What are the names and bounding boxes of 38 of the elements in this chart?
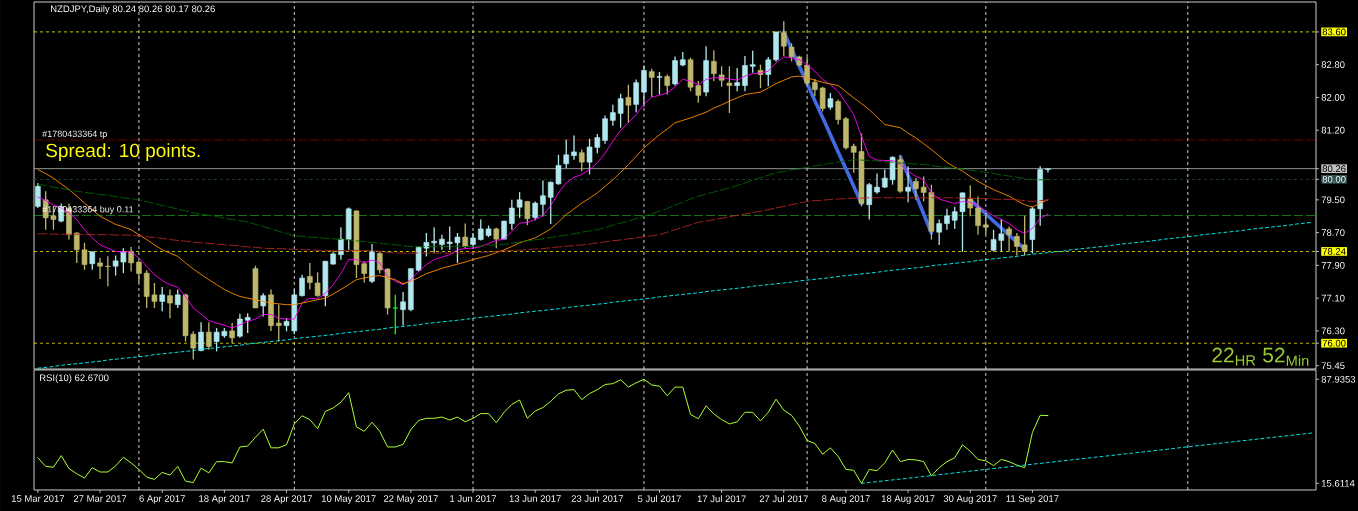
y-tick-label: 79.50 bbox=[1321, 196, 1345, 204]
x-tick-label: 10 May 2017 bbox=[321, 495, 376, 504]
y-tick-label: 77.90 bbox=[1321, 262, 1345, 269]
x-tick-label: 27 Mar 2017 bbox=[73, 495, 127, 502]
y-tick-label: 76.30 bbox=[1321, 327, 1345, 335]
annotation: Spread: 10 points. bbox=[46, 143, 200, 161]
y-tick-label: 76.00 bbox=[1322, 339, 1346, 347]
x-tick-label: 28 Apr 2017 bbox=[261, 495, 312, 504]
x-tick-label: 27 Jul 2017 bbox=[759, 495, 808, 503]
y-tick-label: 83.60 bbox=[1322, 28, 1346, 36]
chart-title: RSI(10) 62.6700 bbox=[40, 374, 109, 384]
x-tick-label: 23 Jun 2017 bbox=[571, 495, 623, 502]
x-tick-label: 8 Aug 2017 bbox=[822, 495, 870, 504]
y-tick-label: 81.20 bbox=[1321, 126, 1345, 134]
y-tick-label: 15.6114 bbox=[1321, 479, 1355, 487]
x-tick-label: 15 Mar 2017 bbox=[11, 495, 65, 502]
y-tick-label: 87.9353 bbox=[1321, 375, 1356, 383]
y-tick-label: 80.26 bbox=[1322, 165, 1346, 173]
y-tick-label: 82.80 bbox=[1321, 61, 1345, 69]
x-tick-label: 13 Jun 2017 bbox=[509, 495, 561, 502]
x-tick-label: 18 Apr 2017 bbox=[199, 495, 250, 504]
x-tick-label: 18 Aug 2017 bbox=[881, 495, 935, 504]
y-tick-label: 78.70 bbox=[1321, 229, 1345, 236]
x-tick-label: 1 Jun 2017 bbox=[450, 495, 497, 502]
x-tick-label: 5 Jul 2017 bbox=[637, 495, 681, 503]
ref-line-label: #1780433364 tp bbox=[42, 130, 107, 139]
y-tick-label: 75.45 bbox=[1321, 362, 1345, 370]
x-tick-label: 11 Sep 2017 bbox=[1006, 495, 1059, 504]
x-tick-label: 6 Apr 2017 bbox=[139, 495, 185, 504]
y-tick-label: 82.00 bbox=[1321, 94, 1345, 101]
y-tick-label: 80.00 bbox=[1322, 175, 1346, 183]
x-tick-label: 22 May 2017 bbox=[383, 495, 438, 504]
annotation: 22$_{HR}$ 52$_{Min}$ bbox=[1212, 347, 1309, 366]
y-tick-label: 78.24 bbox=[1322, 248, 1346, 255]
x-tick-label: 30 Aug 2017 bbox=[943, 495, 997, 504]
x-tick-label: 17 Jul 2017 bbox=[697, 495, 746, 503]
chart-title: NZDJPY,Daily 80.24 80.26 80.17 80.26 bbox=[51, 5, 215, 15]
y-tick-label: 77.10 bbox=[1321, 294, 1345, 302]
